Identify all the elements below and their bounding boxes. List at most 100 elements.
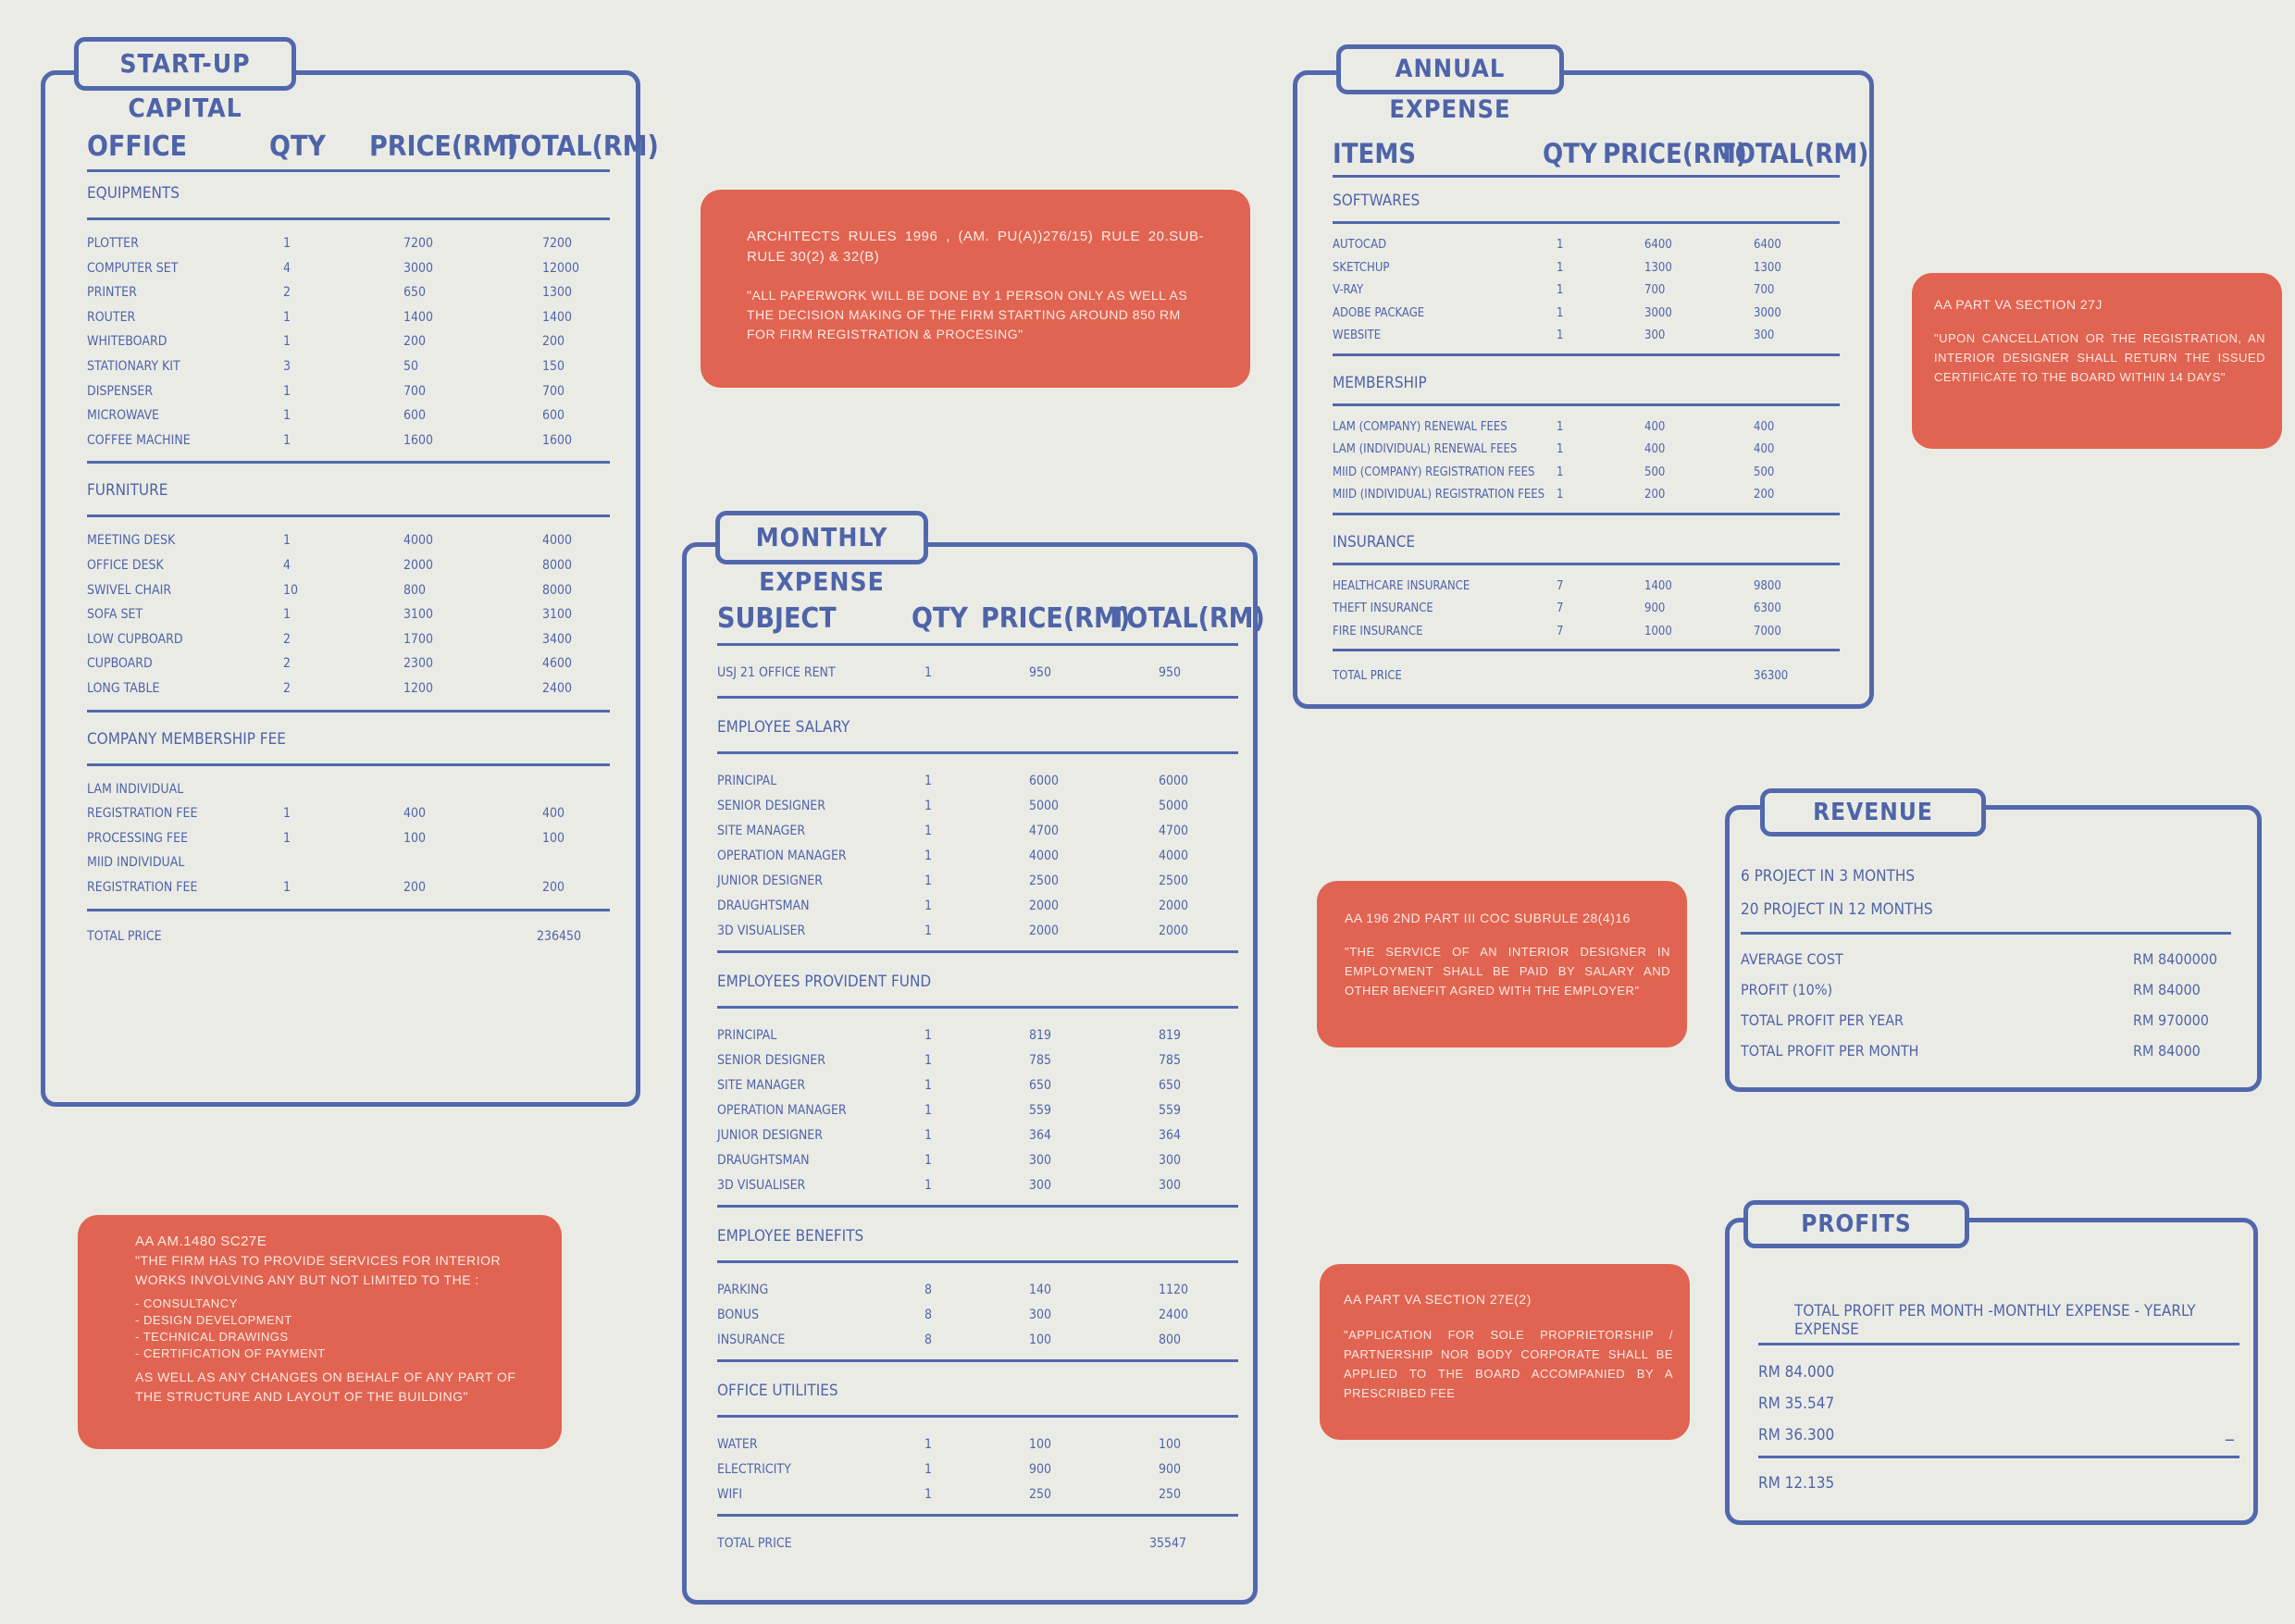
monthly-cell: OPERATION MANAGER — [717, 849, 847, 863]
startup-cell: 1 — [283, 830, 292, 846]
revenue-line-1: 6 PROJECT IN 3 MONTHS — [1741, 867, 1916, 886]
revenue-item-label: AVERAGE COST — [1741, 950, 1843, 968]
monthly-cell: 819 — [1159, 1028, 1182, 1043]
monthly-total-value: 35547 — [1149, 1536, 1187, 1551]
annual-cell: 3000 — [1754, 305, 1781, 320]
annual-expense-panel: ITEMS QTY PRICE(RM) TOTAL(RM) SOFTWARES A… — [1293, 70, 1874, 709]
monthly-cell: 100 — [1159, 1437, 1182, 1452]
profits-value-1: RM 84.000 — [1758, 1363, 1835, 1382]
startup-cell: 2300 — [403, 656, 434, 672]
startup-total-label: TOTAL PRICE — [87, 928, 162, 944]
startup-cell: LAM INDIVIDUAL — [87, 781, 184, 797]
annual-cell: 1 — [1557, 238, 1564, 252]
monthly-cell: PRINCIPAL — [717, 774, 777, 788]
monthly-cell: 1 — [924, 1053, 933, 1068]
startup-cell: PLOTTER — [87, 236, 139, 251]
startup-header-office: OFFICE — [87, 130, 188, 163]
revenue-item-value: RM 970000 — [2133, 1011, 2209, 1029]
revenue-item-value: RM 84000 — [2133, 981, 2201, 998]
monthly-cell: 950 — [1029, 665, 1052, 680]
annual-cell: SKETCHUP — [1333, 260, 1390, 275]
list-item: - CONSULTANCY — [135, 1296, 238, 1310]
monthly-header-total: TOTAL(RM) — [1110, 602, 1265, 635]
annual-cell: 7000 — [1754, 624, 1781, 638]
profits-minus-sign: _ — [2226, 1419, 2234, 1441]
startup-cell: 3100 — [542, 607, 573, 623]
startup-cell: 200 — [542, 334, 565, 350]
note-section-27e2-body: "APPLICATION FOR SOLE PROPRIETORSHIP / P… — [1344, 1328, 1673, 1400]
annual-divider — [1333, 512, 1840, 515]
startup-cell: 2 — [283, 631, 292, 647]
annual-cell: 7 — [1557, 601, 1564, 615]
startup-cell: 2400 — [542, 681, 573, 696]
startup-cell: 400 — [403, 806, 427, 822]
startup-cell: 4 — [283, 260, 292, 276]
monthly-cell: 1 — [924, 1462, 933, 1477]
annual-cell: 1 — [1557, 442, 1564, 456]
annual-cell: 1 — [1557, 465, 1564, 479]
startup-cell: 100 — [542, 830, 565, 846]
monthly-cell: 6000 — [1029, 774, 1060, 788]
note-architects-rules-title: ARCHITECTS RULES 1996 , (AM. PU(A))276/1… — [747, 229, 1204, 265]
startup-divider — [87, 461, 610, 465]
startup-cell: 1300 — [542, 285, 573, 301]
startup-cell: 12000 — [542, 260, 580, 276]
monthly-cell: 1 — [924, 1128, 933, 1143]
startup-cell: 1 — [283, 806, 292, 822]
annual-cell: LAM (INDIVIDUAL) RENEWAL FEES — [1333, 442, 1518, 456]
monthly-expense-panel: SUBJECT QTY PRICE(RM) TOTAL(RM) USJ 21 O… — [682, 542, 1265, 1605]
startup-section-rule — [87, 217, 610, 220]
startup-cell: DISPENSER — [87, 383, 154, 399]
annual-cell: WEBSITE — [1333, 329, 1382, 342]
monthly-cell: 300 — [1029, 1153, 1052, 1168]
annual-cell: 1 — [1557, 488, 1564, 502]
annual-section-rule — [1333, 562, 1840, 565]
startup-cell: CUPBOARD — [87, 656, 153, 672]
monthly-cell: 1 — [924, 924, 933, 938]
annual-cell: 1400 — [1644, 578, 1672, 593]
monthly-cell: 900 — [1029, 1462, 1052, 1477]
annual-cell: MIID (INDIVIDUAL) REGISTRATION FEES — [1333, 488, 1545, 502]
monthly-cell: 1 — [924, 849, 933, 863]
annual-cell: 400 — [1754, 442, 1775, 456]
monthly-cell: 650 — [1159, 1078, 1182, 1093]
monthly-cell: 3D VISUALISER — [717, 1178, 806, 1193]
monthly-cell: 5000 — [1159, 799, 1189, 813]
annual-cell: 1300 — [1754, 260, 1781, 275]
startup-cell: 3 — [283, 359, 292, 374]
startup-cell: 200 — [403, 880, 427, 895]
startup-cell: REGISTRATION FEE — [87, 806, 198, 822]
note-section-27j: AA PART VA SECTION 27J "UPON CANCELLATIO… — [1912, 273, 2282, 449]
note-section-27j-title: AA PART VA SECTION 27J — [1934, 297, 2103, 312]
annual-divider — [1333, 353, 1840, 356]
revenue-item-value: RM 84000 — [2133, 1042, 2201, 1060]
monthly-section-rule — [717, 1415, 1238, 1418]
startup-cell: MEETING DESK — [87, 533, 176, 549]
annual-cell: 400 — [1644, 419, 1666, 434]
startup-cell: 1 — [283, 432, 292, 448]
monthly-cell: 4700 — [1029, 824, 1060, 838]
annual-section-rule — [1333, 403, 1840, 406]
startup-cell: 1 — [283, 607, 292, 623]
startup-cell: STATIONARY KIT — [87, 359, 180, 374]
monthly-cell: 140 — [1029, 1283, 1052, 1297]
annual-cell: 1300 — [1644, 260, 1672, 275]
monthly-cell: 300 — [1159, 1153, 1182, 1168]
monthly-cell: 2000 — [1029, 899, 1060, 913]
monthly-cell: 800 — [1159, 1333, 1182, 1347]
note-section-27e2: AA PART VA SECTION 27E(2) "APPLICATION F… — [1320, 1264, 1690, 1440]
monthly-cell: 1120 — [1159, 1283, 1189, 1297]
startup-cell: 1400 — [403, 309, 434, 325]
startup-cell: 4 — [283, 558, 292, 573]
startup-cell: 1400 — [542, 309, 573, 325]
monthly-cell: DRAUGHTSMAN — [717, 899, 810, 913]
profits-divider-bottom — [1758, 1456, 2239, 1458]
revenue-panel: 6 PROJECT IN 3 MONTHS 20 PROJECT IN 12 M… — [1725, 805, 2262, 1092]
startup-header-rule — [87, 169, 610, 172]
annual-cell: 900 — [1644, 601, 1666, 615]
monthly-cell: 1 — [924, 1487, 933, 1502]
annual-cell: 1000 — [1644, 624, 1672, 638]
monthly-header-rule — [717, 643, 1238, 646]
annual-cell: 700 — [1754, 283, 1775, 297]
monthly-cell: WIFI — [717, 1487, 743, 1502]
